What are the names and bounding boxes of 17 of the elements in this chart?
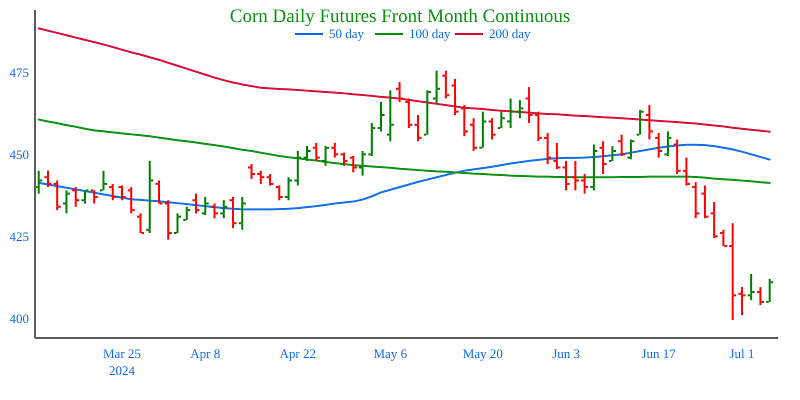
legend-label: 50 day (329, 26, 365, 41)
x-tick-label: Apr 8 (190, 346, 220, 361)
x-tick-label: May 20 (462, 346, 503, 361)
x-tick-label: May 6 (374, 346, 408, 361)
line-series (38, 118, 771, 184)
y-tick-label: 450 (10, 146, 29, 162)
x-tick-label: Apr 22 (280, 346, 316, 361)
y-tick-label: 425 (10, 228, 29, 244)
legend-label: 200 day (489, 26, 532, 41)
x-tick-label: Mar 25 2024 (103, 346, 141, 378)
y-tick-label: 475 (10, 64, 29, 80)
x-tick-label: Jun 17 (641, 346, 676, 361)
x-tick-label: Jul 1 (729, 346, 754, 361)
y-tick-label: 400 (10, 310, 29, 326)
legend-label: 100 day (409, 26, 452, 41)
x-tick-label: Jun 3 (552, 346, 580, 361)
chart-title: Corn Daily Futures Front Month Continuous (230, 6, 570, 27)
